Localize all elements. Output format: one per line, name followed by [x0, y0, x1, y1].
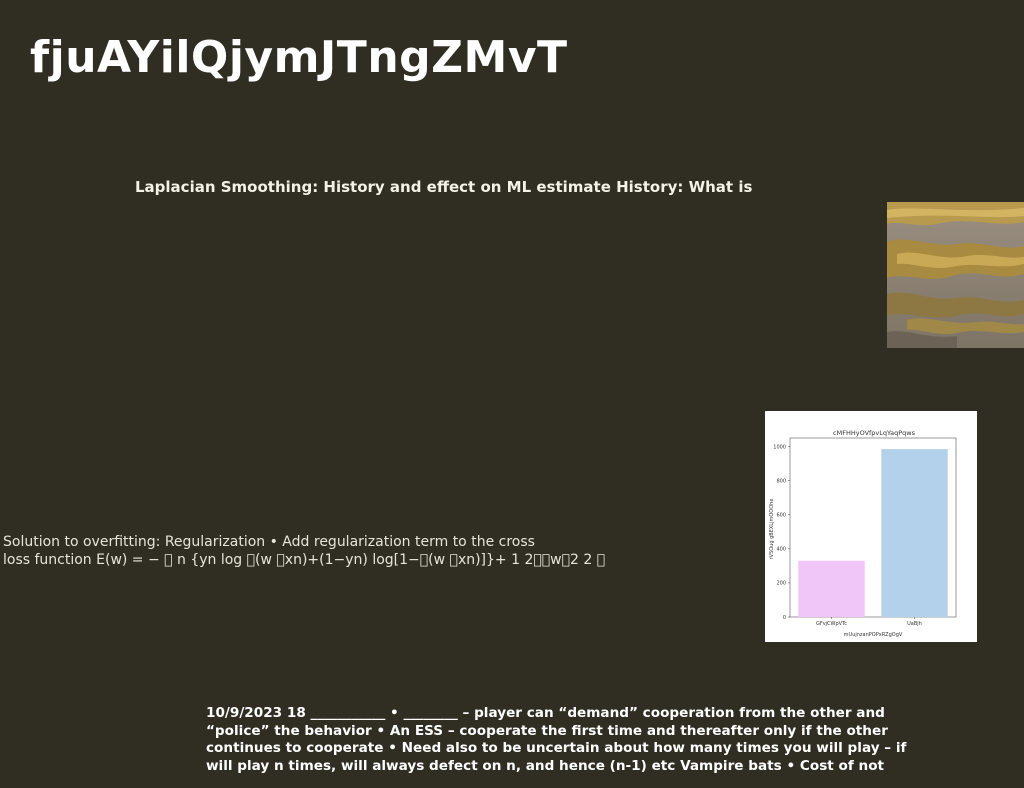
bar-chart: cMFHHyOVfpvLqYaqPqws 0 200 400 600 800 1000 G…: [765, 411, 977, 642]
footer-line: will play n times, will always defect on…: [206, 757, 885, 774]
body-line: loss function E(w) = − 􏰁 n {yn log 􏰂(w 􏰃…: [3, 552, 606, 568]
y-tick-label: 600: [776, 513, 786, 519]
plot-frame: [789, 437, 957, 618]
y-tick-label: 800: [776, 478, 786, 484]
footer-line: continues to cooperate • Need also to be…: [206, 740, 907, 756]
chart-title: cMFHHyOVfpvLqYaqPqws: [833, 429, 916, 437]
marsh-landscape-photo: [887, 202, 1024, 348]
y-tick-label: 400: [776, 547, 786, 553]
bar-chart-svg: cMFHHyOVfpvLqYaqPqws 0 200 400 600 800 1000 G…: [769, 429, 957, 638]
slide-title: fjuAYilQjymJTngZMvT: [30, 32, 568, 83]
y-tick-label: 200: [776, 581, 786, 587]
y-tick-label: 1000: [773, 444, 786, 450]
x-axis-label: mUujnzanPOPxRZgOgV: [844, 632, 903, 638]
slide-subtitle: Laplacian Smoothing: History and effect …: [135, 178, 753, 196]
bar: [798, 560, 865, 617]
photo-illustration: [887, 202, 1024, 348]
body-line: Solution to overfitting: Regularization …: [3, 534, 535, 550]
footer-line: 10/9/2023 18 ___________ • ________ – pl…: [206, 705, 885, 721]
y-axis-label: rVSOug gBEXLjmOOOhe: [769, 499, 775, 560]
x-tick-label: UaBjh: [907, 621, 922, 627]
x-tick-label: GFvjCWpVTc: [816, 621, 847, 627]
footer-text: 10/9/2023 18 ___________ • ________ – pl…: [206, 705, 1006, 775]
body-text: Solution to overfitting: Regularization …: [3, 533, 606, 569]
y-tick-label: 0: [783, 615, 786, 621]
footer-line: “police” the behavior • An ESS – coopera…: [206, 722, 888, 739]
bar: [881, 449, 948, 617]
